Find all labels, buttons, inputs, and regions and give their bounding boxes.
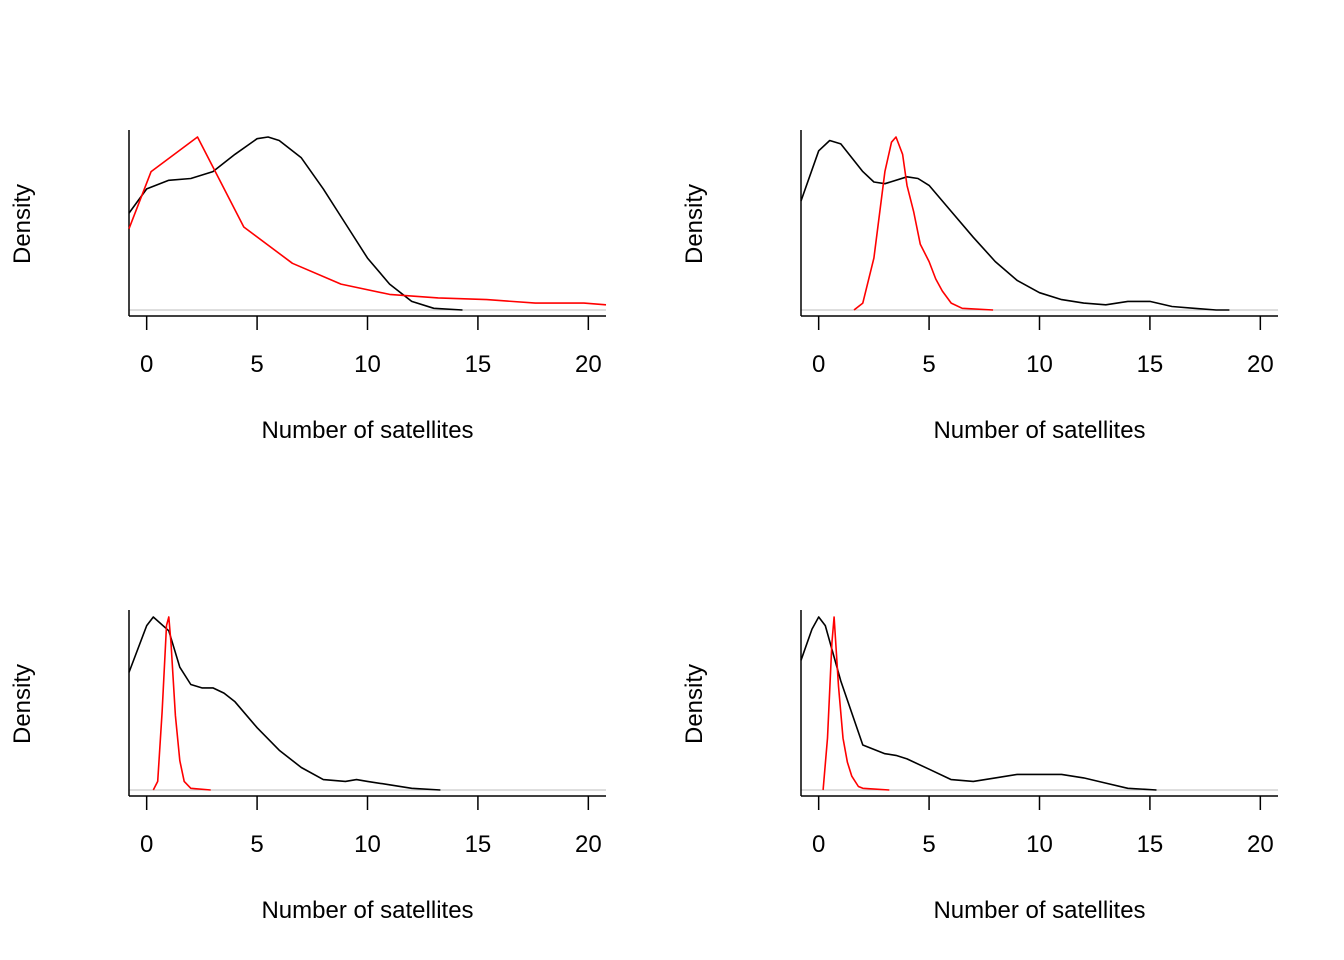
x-tick-label-1-5: 5 — [250, 351, 263, 378]
x-tick-label-4-0: 0 — [812, 831, 825, 858]
x-tick-label-2-20: 20 — [1247, 351, 1274, 378]
predicted-density-line-1 — [128, 136, 607, 306]
x-tick-label-1-20: 20 — [575, 351, 602, 378]
x-tick-label-4-5: 5 — [922, 831, 935, 858]
x-tick-label-1-10: 10 — [354, 351, 381, 378]
y-axis-title-1: Density — [9, 184, 36, 264]
predicted-density-line-3 — [152, 616, 211, 791]
x-tick-label-4-20: 20 — [1247, 831, 1274, 858]
x-tick-label-1-0: 0 — [140, 351, 153, 378]
x-tick-label-3-20: 20 — [575, 831, 602, 858]
x-tick-label-3-10: 10 — [354, 831, 381, 858]
x-tick-label-4-15: 15 — [1137, 831, 1164, 858]
y-axis-title-2: Density — [681, 184, 708, 264]
x-axis-title-3: Number of satellites — [261, 897, 473, 924]
observed-density-line-3 — [128, 616, 441, 791]
predicted-density-line-2 — [853, 136, 994, 311]
x-tick-label-3-0: 0 — [140, 831, 153, 858]
x-tick-label-1-15: 15 — [465, 351, 492, 378]
observed-density-line-2 — [800, 139, 1230, 311]
observed-density-line-1 — [128, 136, 463, 311]
x-tick-label-2-5: 5 — [922, 351, 935, 378]
x-tick-label-4-10: 10 — [1026, 831, 1053, 858]
x-tick-label-3-15: 15 — [465, 831, 492, 858]
x-axis-title-1: Number of satellites — [261, 417, 473, 444]
predicted-density-line-4 — [822, 616, 890, 791]
y-axis-title-3: Density — [9, 664, 36, 744]
x-tick-label-2-15: 15 — [1137, 351, 1164, 378]
x-tick-label-3-5: 5 — [250, 831, 263, 858]
x-tick-label-2-0: 0 — [812, 351, 825, 378]
x-axis-title-2: Number of satellites — [933, 417, 1145, 444]
observed-density-line-4 — [800, 616, 1157, 791]
y-axis-title-4: Density — [681, 664, 708, 744]
x-tick-label-2-10: 10 — [1026, 351, 1053, 378]
x-axis-title-4: Number of satellites — [933, 897, 1145, 924]
